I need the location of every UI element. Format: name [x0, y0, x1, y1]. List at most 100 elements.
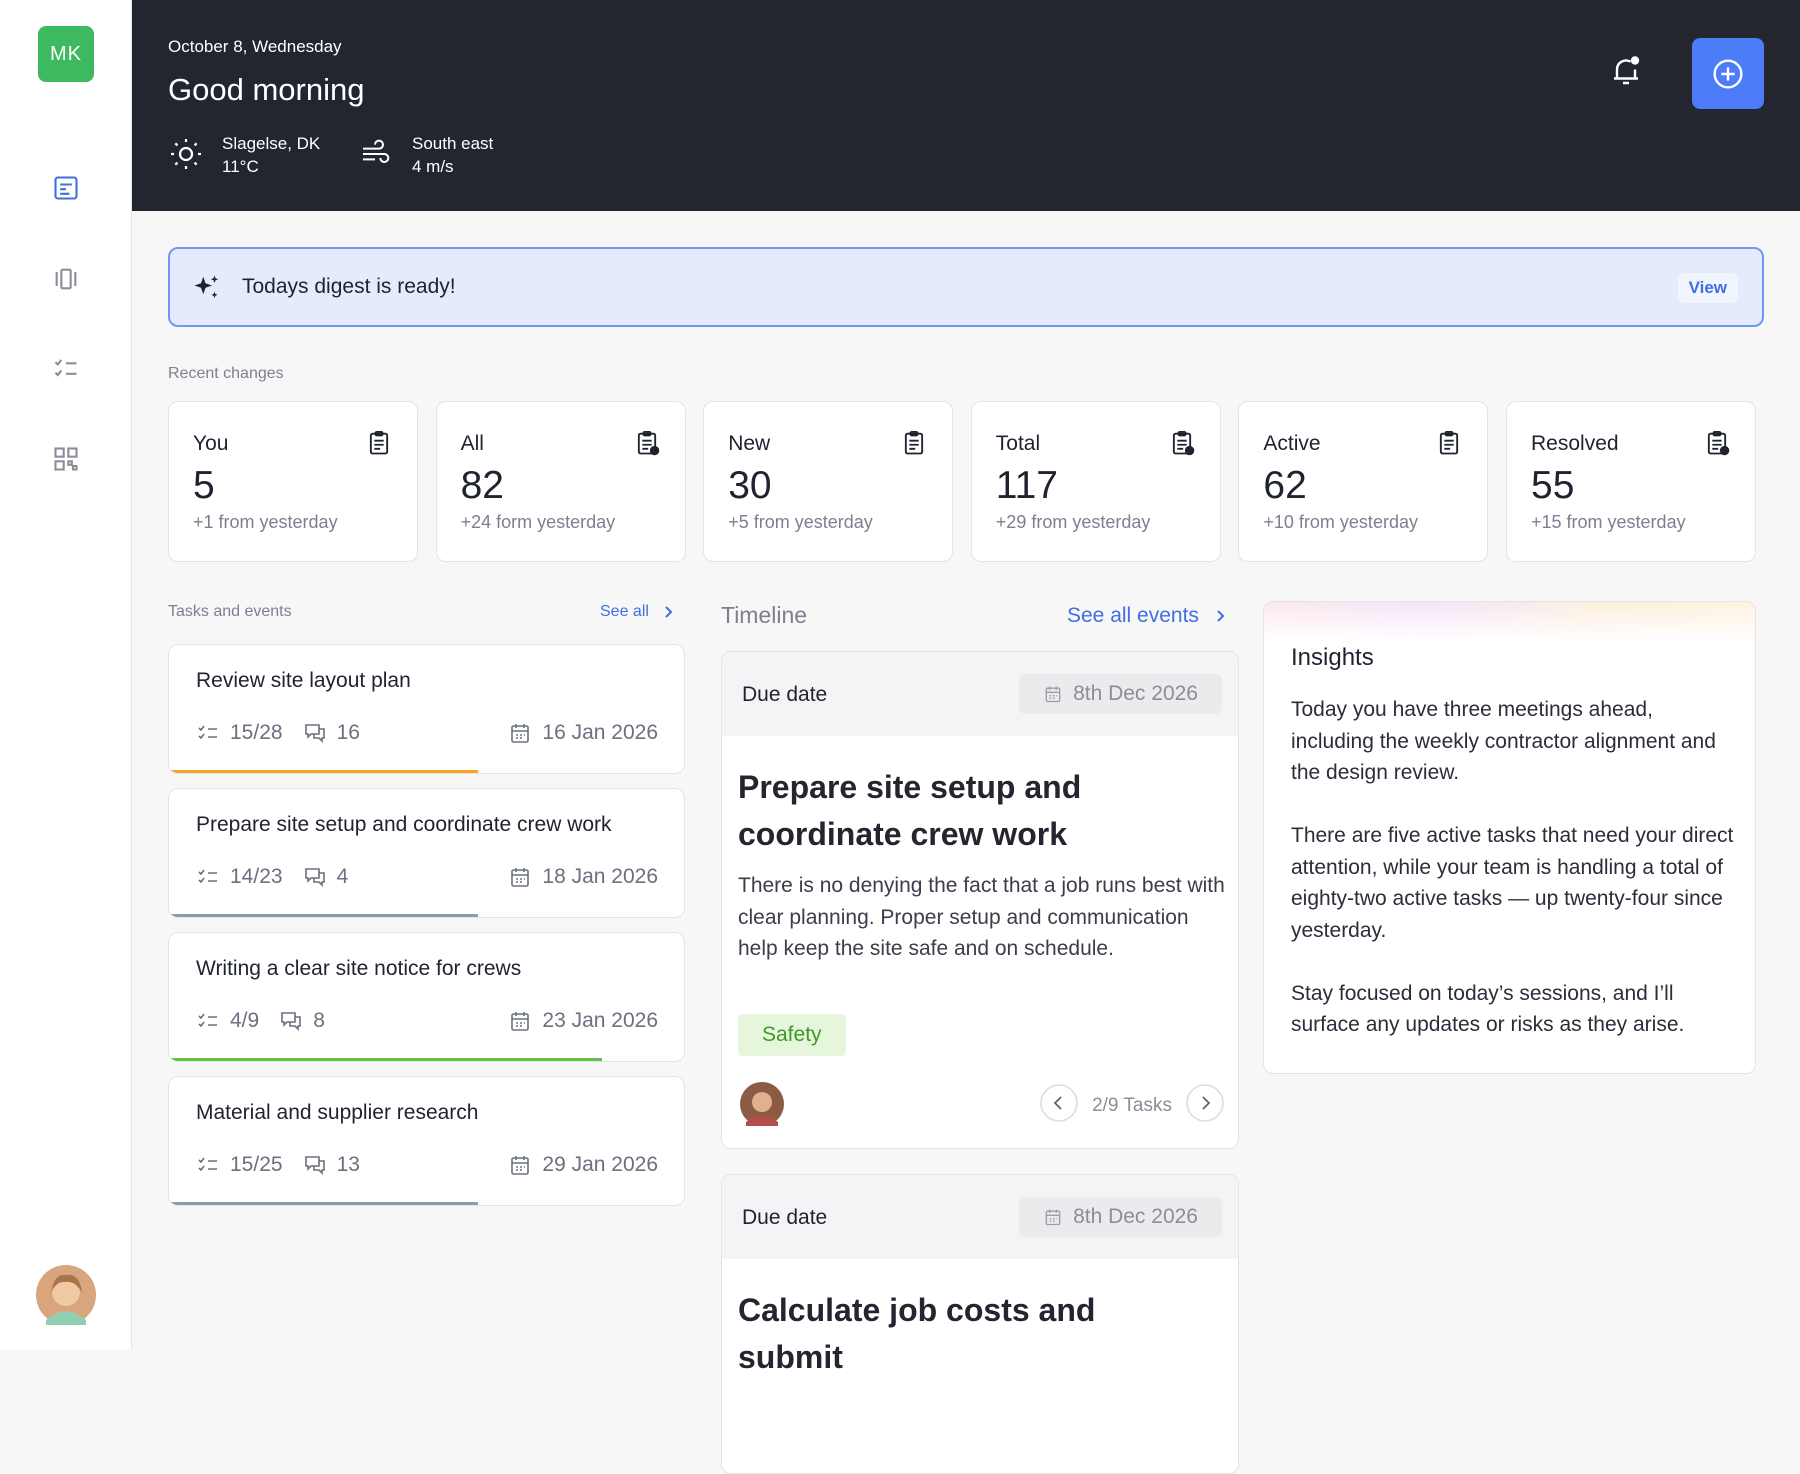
stat-card[interactable]: Total 117 +29 from yesterday: [970, 401, 1221, 562]
stat-icon: [633, 429, 661, 462]
stat-card[interactable]: Resolved 55 +15 from yesterday: [1506, 401, 1756, 562]
checklist-count: 4/9: [196, 1009, 259, 1033]
assignee-avatar: [740, 1082, 784, 1131]
insights-paragraph: Stay focused on today’s sessions, and I’…: [1291, 981, 1685, 1037]
section-title: Tasks and events: [168, 603, 292, 620]
insights-paragraph: Today you have three meetings ahead, inc…: [1291, 698, 1716, 784]
header: October 8, Wednesday Good morning Slagel…: [132, 0, 1800, 211]
task-title: Material and supplier research: [196, 1101, 479, 1124]
comment-text: 16: [336, 721, 360, 744]
see-all-tasks[interactable]: See all: [600, 603, 673, 621]
stat-label: All: [460, 432, 484, 455]
task-meta: 15/28 16 16 Jan 2026: [196, 721, 658, 745]
stat-card[interactable]: Active 62 +10 from yesterday: [1238, 401, 1489, 562]
stat-card[interactable]: New 30 +5 from yesterday: [703, 401, 954, 562]
stat-icon: [1703, 429, 1731, 462]
calendar-icon: [1045, 1209, 1061, 1226]
task-date: 16 Jan 2026: [508, 721, 658, 745]
task-meta: 15/25 13 29 Jan 2026: [196, 1153, 658, 1177]
progress-bar: [169, 914, 478, 917]
notifications-button[interactable]: [1608, 53, 1644, 89]
checklist-text: 15/28: [230, 721, 283, 744]
calendar-icon: [511, 1156, 530, 1175]
stat-value: 55: [1531, 464, 1575, 507]
task-card[interactable]: Writing a clear site notice for crews 4/9…: [168, 932, 685, 1062]
insights-glow: [1264, 602, 1755, 642]
clipboard-icon: [1707, 430, 1730, 456]
insights-card: Insights Today you have three meetings a…: [1263, 601, 1756, 1074]
due-date-text: 8th Dec 2026: [1073, 1205, 1198, 1228]
link-text: See all: [600, 603, 649, 620]
nav-qr[interactable]: [50, 443, 82, 475]
stat-card[interactable]: All 82 +24 form yesterday: [435, 401, 686, 562]
checklist-icon: [198, 1013, 217, 1028]
nav-dashboard[interactable]: [50, 172, 82, 204]
sparkle-icon: [194, 275, 219, 298]
clipboard-icon: [1440, 430, 1459, 455]
task-card[interactable]: Review site layout plan 15/28 16 16 Jan 202…: [168, 644, 685, 774]
insights-paragraph: There are five active tasks that need yo…: [1291, 824, 1734, 942]
stat-card[interactable]: You 5 +1 from yesterday: [168, 401, 418, 562]
comment-text: 13: [336, 1153, 360, 1176]
event-header: Due date 8th Dec 2026: [722, 652, 1238, 736]
sidebar: MK: [0, 0, 132, 1350]
task-meta: 4/9 8 23 Jan 2026: [196, 1009, 658, 1033]
clipboard-icon: [1172, 430, 1195, 456]
date-text: 18 Jan 2026: [542, 865, 658, 888]
stat-change: +15 from yesterday: [1531, 512, 1686, 532]
event-card: Due date 8th Dec 2026 Calculate job costs …: [721, 1174, 1239, 1474]
comment-text: 8: [313, 1009, 325, 1032]
calendar-icon: [511, 1012, 530, 1031]
checklist-icon: [198, 725, 217, 740]
add-button[interactable]: [1692, 38, 1764, 109]
wind-icon: [363, 139, 390, 163]
task-pager: 2/9 Tasks: [1040, 1084, 1224, 1128]
calendar-icon: [1045, 686, 1061, 703]
stat-change: +5 from yesterday: [728, 512, 873, 532]
user-avatar[interactable]: [36, 1265, 96, 1325]
stat-value: 82: [460, 464, 504, 507]
stat-icon: [1168, 429, 1196, 462]
pager-button[interactable]: [1186, 1084, 1224, 1122]
event-title: Prepare site setup and coordinate crew w…: [738, 769, 1082, 852]
event-description: There is no denying the fact that a job …: [738, 874, 1225, 960]
due-date-text: 8th Dec 2026: [1073, 682, 1198, 705]
task-date: 18 Jan 2026: [508, 865, 658, 889]
view-digest-button[interactable]: View: [1677, 273, 1738, 303]
section-title: Timeline: [721, 602, 808, 628]
nav-tasks[interactable]: [50, 352, 82, 384]
greeting: Good morning: [168, 72, 365, 107]
stat-icon: [365, 429, 393, 462]
due-date: 8th Dec 2026: [1019, 674, 1222, 714]
wind-speed: 4 m/s: [412, 157, 454, 176]
checklist-text: 14/23: [230, 865, 283, 888]
comment-count: 4: [303, 865, 348, 889]
insights-body: Today you have three meetings ahead, inc…: [1291, 694, 1741, 1041]
clipboard-icon: [637, 430, 659, 456]
checklist-icon: [198, 1157, 217, 1172]
pager-button[interactable]: [1040, 1084, 1078, 1122]
see-all-events[interactable]: See all events: [1067, 604, 1225, 628]
stat-value: 5: [193, 464, 215, 507]
task-card[interactable]: Prepare site setup and coordinate crew w…: [168, 788, 685, 918]
insights-title: Insights: [1291, 644, 1374, 671]
date: October 8, Wednesday: [168, 37, 342, 56]
user-initials[interactable]: MK: [38, 26, 94, 82]
task-card[interactable]: Material and supplier research 15/25 13 29 …: [168, 1076, 685, 1206]
icon: [55, 268, 77, 290]
task-title: Writing a clear site notice for crews: [196, 957, 522, 980]
stat-value: 30: [728, 464, 772, 507]
nav-boards[interactable]: [50, 263, 82, 295]
checklist-text: 4/9: [230, 1009, 260, 1032]
pager-text: 2/9 Tasks: [1092, 1095, 1172, 1116]
stat-change: +1 from yesterday: [193, 512, 338, 532]
due-label: Due date: [742, 1206, 828, 1229]
chevron: [1217, 610, 1225, 622]
comment-icon: [304, 724, 325, 743]
due-date: 8th Dec 2026: [1019, 1197, 1222, 1237]
comment-icon: [304, 868, 325, 887]
event-header: Due date 8th Dec 2026: [722, 1175, 1238, 1259]
checklist-count: 15/25: [196, 1153, 283, 1177]
comment-count: 13: [303, 1153, 360, 1177]
